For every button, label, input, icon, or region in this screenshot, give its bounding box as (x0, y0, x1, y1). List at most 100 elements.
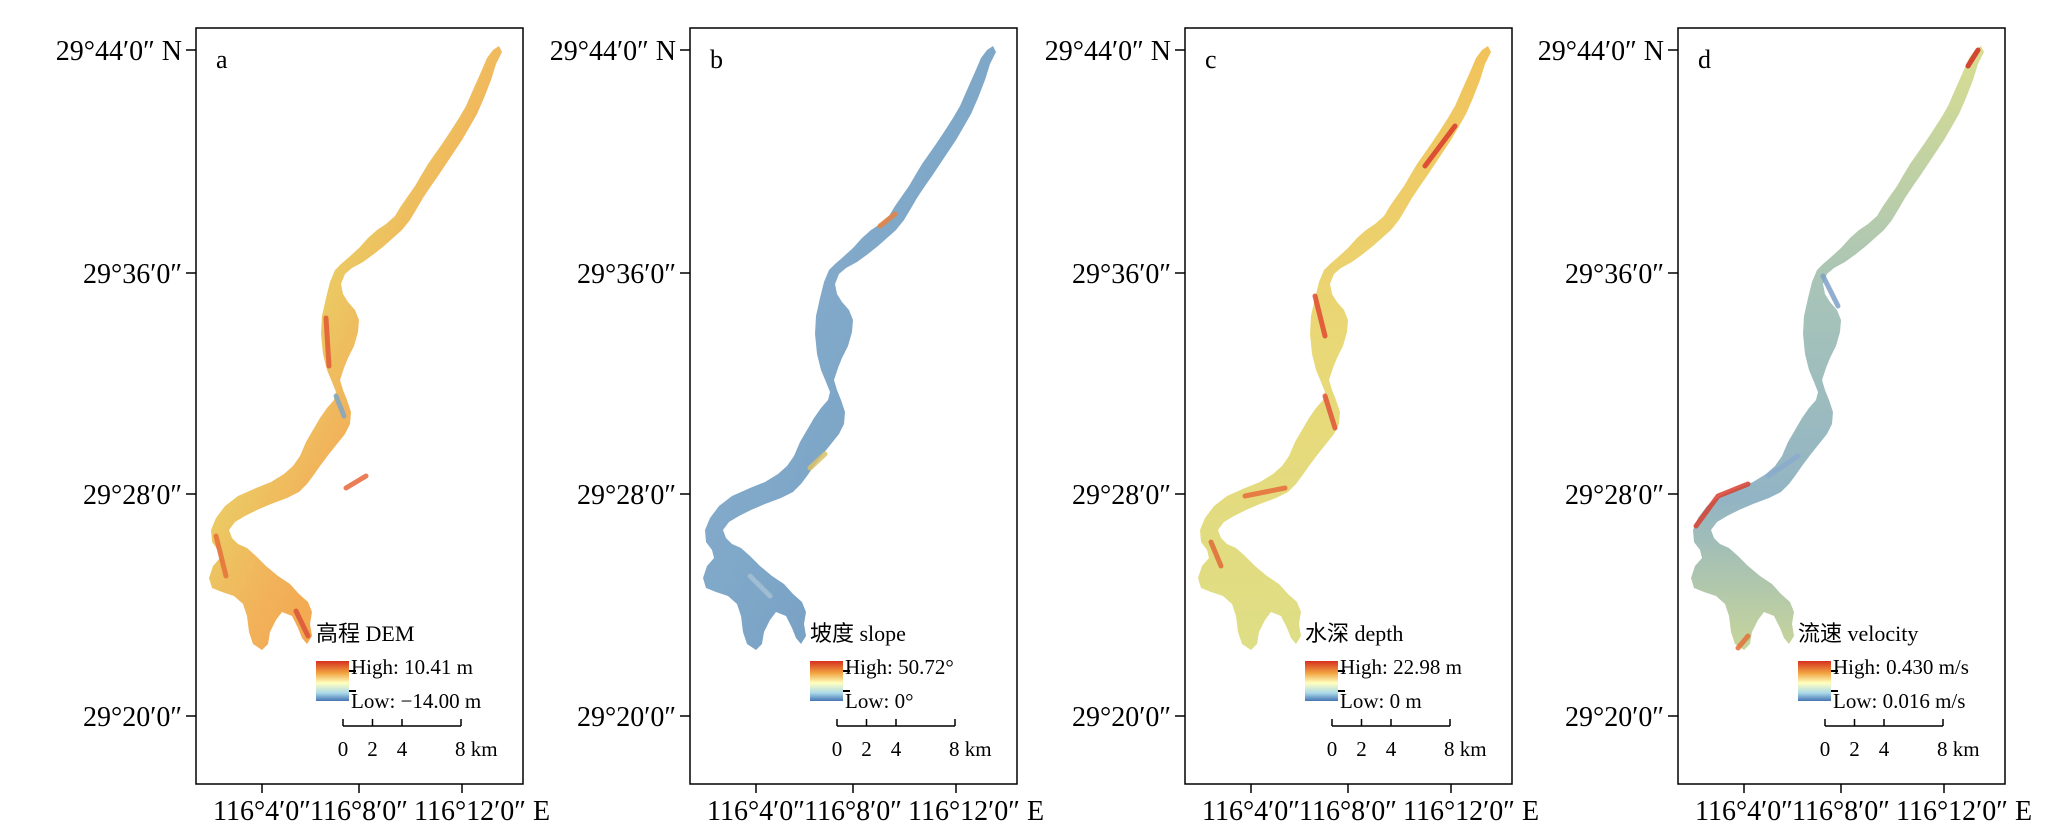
lon-tick-label: 116°12′0″ E (414, 796, 550, 827)
legend-title: 流速 velocity (1798, 621, 1918, 646)
scale-bar-label: 8 km (455, 737, 498, 761)
legend-low-label: Low: 0.016 m/s (1833, 689, 1965, 713)
legend-color-ramp (1798, 661, 1831, 701)
lat-tick-label: 29°44′0″ N (56, 36, 182, 67)
lon-tick-label: 116°12′0″ E (908, 796, 1044, 827)
legend: 高程 DEM High: 10.41 m Low: −14.00 m (316, 621, 481, 713)
scale-bar-label: 2 (861, 737, 872, 761)
lon-tick-label: 116°8′0″ (1299, 796, 1397, 827)
scale-bar-label: 0 (338, 737, 349, 761)
value-streak (1735, 633, 1751, 651)
value-streak (747, 573, 773, 599)
lat-tick-label: 29°20′0″ (83, 702, 182, 733)
map-frame (195, 27, 524, 785)
lat-tick-label: 29°20′0″ (1565, 702, 1664, 733)
legend-title: 水深 depth (1305, 621, 1403, 646)
map-panel-a: a 29°44′0″ N 29°36′0″ 29°28′0″ 29°20′0″ 116°4… (56, 27, 550, 827)
scale-bar-label: 8 km (949, 737, 992, 761)
legend-color-ramp (1305, 661, 1338, 701)
legend-title: 高程 DEM (316, 621, 414, 646)
value-streak (333, 393, 347, 419)
lat-tick-label: 29°36′0″ (1565, 259, 1664, 290)
scale-bar-label: 0 (1327, 737, 1338, 761)
scale-bar-label: 8 km (1444, 737, 1487, 761)
value-streaks (1208, 123, 1458, 569)
panel-letter: c (1205, 45, 1217, 74)
map-frame (1677, 27, 2006, 785)
lon-tick-label: 116°12′0″ E (1896, 796, 2032, 827)
value-streak (293, 608, 311, 639)
legend-color-ramp (316, 661, 349, 701)
lat-tick-label: 29°20′0″ (1072, 702, 1171, 733)
lat-tick-label: 29°36′0″ (1072, 259, 1171, 290)
legend-low-label: Low: 0 m (1340, 689, 1422, 713)
value-streak (1965, 47, 1981, 69)
legend-title: 坡度 slope (810, 621, 906, 646)
value-streak (213, 533, 229, 579)
scale-bar-label: 0 (832, 737, 843, 761)
lat-tick-label: 29°28′0″ (83, 480, 182, 511)
lat-tick-label: 29°44′0″ N (1538, 36, 1664, 67)
value-streaks (747, 211, 898, 599)
value-streak (1820, 273, 1841, 309)
lat-tick-label: 29°36′0″ (577, 259, 676, 290)
map-frame (1184, 27, 1513, 785)
legend-high-label: High: 22.98 m (1340, 655, 1462, 679)
lat-tick-label: 29°44′0″ N (1045, 36, 1171, 67)
map-frame (689, 27, 1018, 785)
value-streak (1422, 123, 1458, 169)
lat-tick-label: 29°28′0″ (1565, 480, 1664, 511)
scale-bar-label: 2 (1356, 737, 1367, 761)
legend-high-label: High: 50.72° (845, 655, 954, 679)
scale-bar-label: 4 (1386, 737, 1397, 761)
lat-tick-label: 29°36′0″ (83, 259, 182, 290)
scale-bar-label: 2 (367, 737, 378, 761)
lat-tick-label: 29°44′0″ N (550, 36, 676, 67)
scale-bar-label: 8 km (1937, 737, 1980, 761)
lat-tick-label: 29°28′0″ (577, 480, 676, 511)
lon-tick-label: 116°4′0″ (1695, 796, 1793, 827)
panel-letter: b (710, 45, 723, 74)
value-streak (343, 473, 369, 491)
lat-tick-label: 29°20′0″ (577, 702, 676, 733)
scale-bar-label: 2 (1849, 737, 1860, 761)
legend-color-ramp (810, 661, 843, 701)
legend-high-label: High: 10.41 m (351, 655, 473, 679)
value-streak (807, 451, 828, 471)
panel-letter: d (1698, 45, 1711, 74)
scale-bar-label: 4 (397, 737, 408, 761)
legend: 水深 depth High: 22.98 m Low: 0 m (1305, 621, 1462, 713)
value-streak (1242, 485, 1288, 499)
value-streaks (213, 315, 369, 639)
panel-letter: a (216, 45, 228, 74)
legend-high-label: High: 0.430 m/s (1833, 655, 1969, 679)
legend: 坡度 slope High: 50.72° Low: 0° (810, 621, 954, 713)
value-streak (1693, 481, 1751, 529)
legend-low-label: Low: −14.00 m (351, 689, 481, 713)
lon-tick-label: 116°4′0″ (213, 796, 311, 827)
lon-tick-label: 116°8′0″ (804, 796, 902, 827)
lon-tick-label: 116°8′0″ (310, 796, 408, 827)
map-panel-c: c 29°44′0″ N 29°36′0″ 29°28′0″ 29°20′0″ 116°4… (1045, 27, 1539, 827)
legend-low-label: Low: 0° (845, 689, 913, 713)
value-streak (1765, 453, 1801, 479)
value-streak (1322, 393, 1338, 431)
map-panel-b: b 29°44′0″ N 29°36′0″ 29°28′0″ 29°20′0″ 116°4… (550, 27, 1044, 827)
lon-tick-label: 116°4′0″ (707, 796, 805, 827)
scale-bar-label: 0 (1820, 737, 1831, 761)
lon-tick-label: 116°12′0″ E (1403, 796, 1539, 827)
lon-tick-label: 116°4′0″ (1202, 796, 1300, 827)
scale-bar-label: 4 (891, 737, 902, 761)
value-streaks (1693, 47, 1981, 651)
map-panel-d: d 29°44′0″ N 29°36′0″ 29°28′0″ 29°20′0″ 116°4… (1538, 27, 2032, 827)
scale-bar-label: 4 (1879, 737, 1890, 761)
value-streak (1312, 293, 1328, 339)
value-streak (1208, 539, 1224, 569)
lat-tick-label: 29°28′0″ (1072, 480, 1171, 511)
value-streak (877, 211, 898, 229)
